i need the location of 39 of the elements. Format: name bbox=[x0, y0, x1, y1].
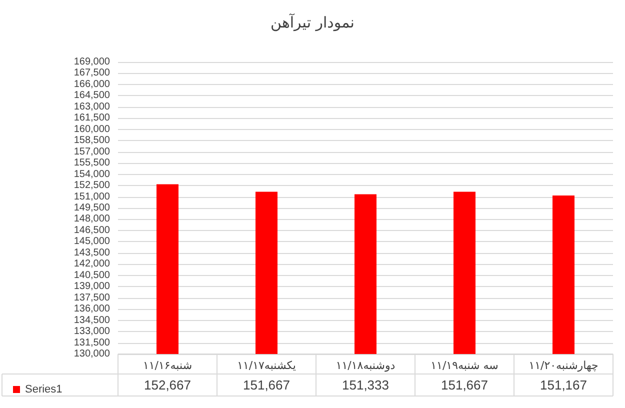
y-tick-label: 133,000 bbox=[74, 326, 110, 338]
legend-label: Series1 bbox=[25, 384, 62, 396]
y-tick-label: 166,000 bbox=[74, 78, 110, 90]
y-tick-label: 131,500 bbox=[74, 337, 110, 348]
chart-title: نمودار تیرآهن bbox=[270, 12, 354, 32]
y-tick-label: 145,000 bbox=[74, 236, 110, 248]
data-label: 151,167 bbox=[540, 378, 587, 392]
y-tick-label: 140,500 bbox=[74, 270, 110, 281]
data-label: 151,667 bbox=[441, 378, 488, 392]
y-tick-label: 158,500 bbox=[74, 135, 110, 146]
y-tick-label: 139,000 bbox=[74, 281, 110, 292]
x-tick-label: سه شنبه۱۱/۱۹ bbox=[430, 359, 498, 372]
y-tick-label: 169,000 bbox=[74, 56, 110, 68]
y-tick-label: 137,500 bbox=[74, 292, 110, 304]
data-label: 152,667 bbox=[144, 378, 191, 392]
y-tick-label: 148,000 bbox=[74, 214, 110, 225]
y-tick-label: 151,000 bbox=[74, 191, 110, 202]
x-tick-label: یکشنبه۱۱/۱۷ bbox=[237, 359, 296, 372]
y-tick-label: 160,000 bbox=[74, 124, 110, 135]
y-tick-label: 157,000 bbox=[74, 146, 110, 158]
y-tick-label: 146,500 bbox=[74, 224, 110, 236]
y-tick-label: 167,500 bbox=[74, 68, 110, 79]
y-tick-label: 143,500 bbox=[74, 247, 110, 258]
y-tick-label: 136,000 bbox=[74, 304, 110, 315]
x-tick-label: چهارشنبه۱۱/۲۰ bbox=[528, 359, 598, 372]
y-tick-label: 152,500 bbox=[74, 180, 110, 192]
data-label: 151,667 bbox=[243, 378, 290, 392]
y-tick-label: 130,000 bbox=[74, 348, 110, 360]
x-tick-label: شنبه۱۱/۱۶ bbox=[142, 359, 192, 372]
y-tick-label: 134,500 bbox=[74, 314, 110, 326]
y-tick-label: 142,000 bbox=[74, 258, 110, 270]
y-tick-label: 149,500 bbox=[74, 202, 110, 214]
x-tick-label: دوشنبه۱۱/۱۸ bbox=[336, 359, 396, 372]
y-tick-label: 161,500 bbox=[74, 112, 110, 124]
y-tick-label: 154,000 bbox=[74, 168, 110, 180]
y-tick-label: 164,500 bbox=[74, 90, 110, 102]
y-tick-label: 163,000 bbox=[74, 101, 110, 112]
data-label: 151,333 bbox=[342, 378, 389, 392]
y-tick-label: 155,500 bbox=[74, 158, 110, 169]
